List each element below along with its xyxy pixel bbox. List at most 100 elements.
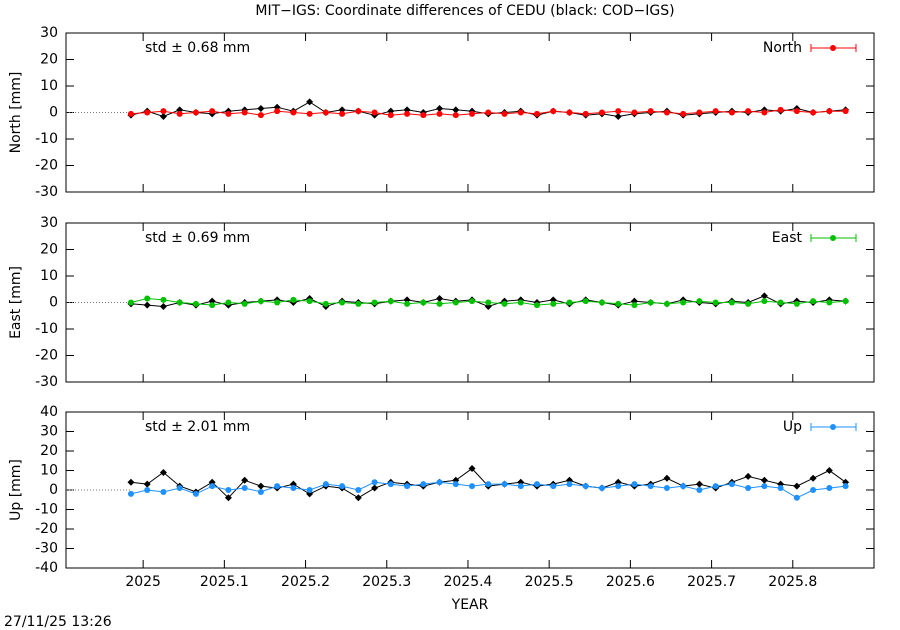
- point: [663, 109, 670, 116]
- point: [826, 108, 833, 115]
- y-tick-label: 20: [40, 52, 58, 68]
- point: [420, 299, 427, 306]
- point: [760, 292, 768, 300]
- point: [485, 481, 492, 488]
- point: [598, 109, 605, 116]
- point: [826, 299, 833, 306]
- point: [825, 467, 833, 474]
- point: [728, 481, 735, 488]
- y-tick-label: 20: [40, 443, 58, 459]
- point: [550, 483, 557, 490]
- point: [826, 485, 833, 492]
- point: [647, 299, 654, 306]
- point: [695, 480, 703, 488]
- point: [144, 487, 151, 493]
- point: [339, 110, 346, 117]
- point: [452, 481, 459, 488]
- point: [550, 108, 557, 115]
- point: [404, 110, 411, 117]
- point: [355, 487, 362, 493]
- point: [355, 300, 362, 307]
- y-tick-label: 0: [49, 295, 58, 311]
- point: [647, 108, 654, 115]
- y-tick-label: -10: [35, 502, 58, 518]
- point: [745, 108, 752, 115]
- point: [127, 478, 135, 486]
- point: [209, 302, 216, 309]
- point: [533, 481, 540, 488]
- point: [159, 468, 167, 476]
- y-tick-label: 10: [40, 78, 58, 94]
- legend-label: East: [772, 230, 803, 246]
- point: [614, 112, 622, 120]
- point: [436, 300, 443, 307]
- point: [436, 295, 444, 303]
- point: [761, 109, 768, 116]
- point: [306, 98, 314, 106]
- point: [452, 112, 459, 119]
- point: [469, 110, 476, 117]
- y-tick-label: -30: [35, 541, 58, 557]
- point: [842, 483, 849, 490]
- legend-marker: [830, 424, 836, 430]
- point: [354, 494, 362, 502]
- point: [566, 299, 573, 306]
- point: [127, 490, 134, 497]
- point: [371, 484, 379, 492]
- y-tick-label: 40: [40, 404, 58, 420]
- y-tick-label: 30: [40, 424, 58, 440]
- point: [322, 481, 329, 488]
- point: [663, 485, 670, 492]
- point: [631, 302, 638, 309]
- point: [663, 474, 671, 482]
- point: [144, 109, 151, 116]
- point: [647, 483, 654, 490]
- point: [192, 300, 199, 307]
- point: [241, 109, 248, 116]
- point: [387, 112, 394, 119]
- y-tick-label: -20: [35, 348, 58, 364]
- point: [696, 487, 703, 493]
- point: [501, 481, 508, 488]
- point: [257, 482, 265, 490]
- y-tick-label: -10: [35, 321, 58, 337]
- point: [322, 109, 329, 116]
- point: [452, 106, 460, 114]
- y-tick-label: 10: [40, 268, 58, 284]
- point: [290, 485, 297, 492]
- y-tick-label: -20: [35, 158, 58, 174]
- point: [582, 483, 589, 490]
- point: [712, 299, 719, 306]
- point: [517, 483, 524, 490]
- point: [810, 109, 817, 116]
- point: [615, 108, 622, 115]
- y-tick-label: -30: [35, 374, 58, 390]
- point: [452, 299, 459, 306]
- y-axis-label: East [mm]: [8, 266, 24, 339]
- point: [290, 109, 297, 116]
- point: [566, 481, 573, 488]
- y-tick-label: 0: [49, 105, 58, 121]
- point: [290, 296, 297, 303]
- y-tick-label: -20: [35, 521, 58, 537]
- point: [842, 108, 849, 115]
- legend-label: North: [763, 40, 802, 56]
- point: [550, 300, 557, 307]
- point: [160, 108, 167, 115]
- point: [436, 479, 443, 486]
- point: [663, 300, 670, 307]
- x-tick-label: 2025.2: [281, 574, 330, 590]
- point: [712, 483, 719, 490]
- chart-title: MIT−IGS: Coordinate differences of CEDU …: [255, 3, 674, 19]
- point: [144, 295, 151, 302]
- point: [631, 481, 638, 488]
- point: [760, 476, 768, 484]
- y-tick-label: 0: [49, 482, 58, 498]
- point: [159, 112, 167, 120]
- point: [339, 299, 346, 306]
- point: [339, 483, 346, 490]
- x-tick-label: 2025.4: [443, 574, 492, 590]
- point: [176, 299, 183, 306]
- x-tick-label: 2025.6: [606, 574, 655, 590]
